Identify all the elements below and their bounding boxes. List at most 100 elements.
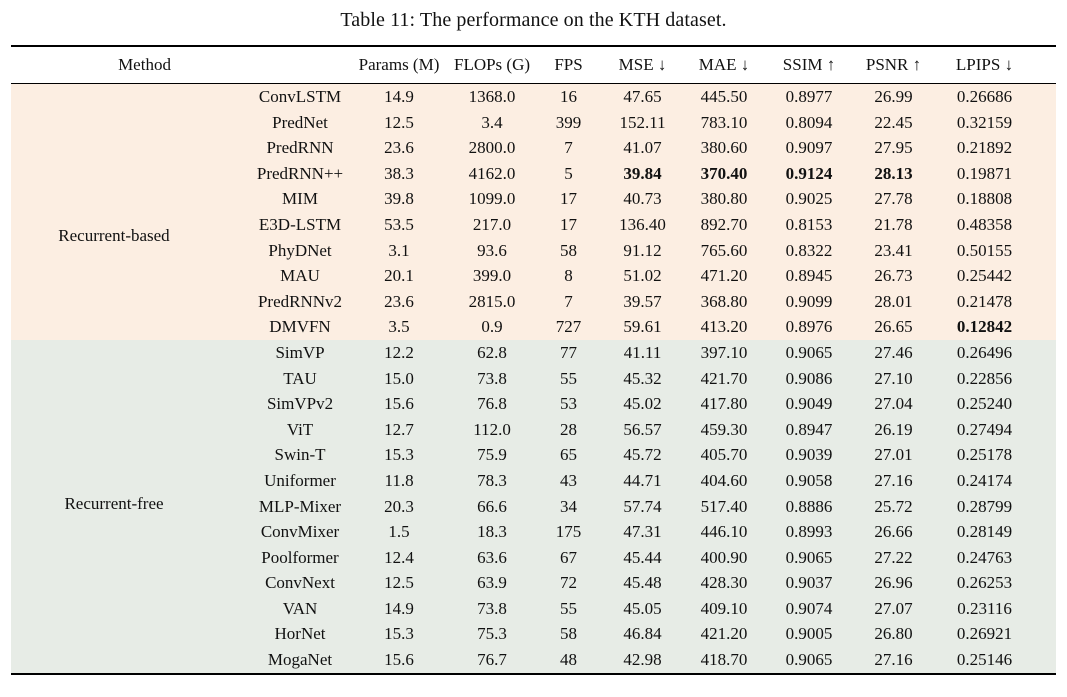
cell-mae: 421.70 xyxy=(700,368,748,388)
table-row: TAU 15.0 73.8 55 45.32 421.70 0.9086 27.10 0.228… xyxy=(11,366,1056,392)
cell-fps: 727 xyxy=(555,317,582,337)
cell-lpips: 0.22856 xyxy=(956,368,1013,388)
cell-mse: 41.07 xyxy=(623,138,662,158)
group-0-body: Recurrent-based ConvLSTM 14.9 1368.0 16 47.65… xyxy=(11,83,1057,340)
cell-flops: 1368.0 xyxy=(468,87,516,106)
cell-lpips: 0.21892 xyxy=(956,138,1013,158)
cell-mse: 46.84 xyxy=(623,624,662,644)
cell-mae: 517.40 xyxy=(700,496,748,516)
cell-flops: 1099.0 xyxy=(468,189,516,209)
cell-fps: 34 xyxy=(560,496,578,516)
table-row: DMVFN 3.5 0.9 727 59.61 413.20 0.8976 26.65 0.12… xyxy=(11,314,1056,340)
cell-psnr: 27.01 xyxy=(874,445,913,465)
method-name: Poolformer xyxy=(261,547,339,567)
cell-params: 11.8 xyxy=(384,470,414,490)
cell-psnr: 26.99 xyxy=(874,87,913,106)
cell-mse: 136.40 xyxy=(619,214,666,234)
cell-params: 38.3 xyxy=(384,163,414,183)
cell-flops: 73.8 xyxy=(477,368,507,388)
cell-fps: 53 xyxy=(560,394,578,414)
group-label-cell: Recurrent-based xyxy=(11,84,252,340)
cell-params: 12.2 xyxy=(384,342,414,362)
cell-psnr: 26.66 xyxy=(874,522,913,542)
cell-lpips: 0.28799 xyxy=(956,496,1013,516)
cell-params: 14.9 xyxy=(384,87,414,106)
cell-lpips: 0.32159 xyxy=(956,112,1013,132)
cell-psnr: 27.78 xyxy=(874,189,913,209)
cell-params: 23.6 xyxy=(384,138,414,158)
cell-mse: 57.74 xyxy=(623,496,662,516)
cell-lpips: 0.26686 xyxy=(956,87,1013,106)
table-row: MogaNet 15.6 76.7 48 42.98 418.70 0.9065 27.16 0… xyxy=(11,647,1056,674)
method-name: PredRNN++ xyxy=(256,163,344,183)
table-row: Recurrent-free SimVP 12.2 62.8 77 41.11 397.10… xyxy=(11,340,1056,513)
cell-mae: 765.60 xyxy=(700,240,748,260)
cell-params: 20.1 xyxy=(384,266,414,286)
table-row: PredNet 12.5 3.4 399 152.11 783.10 0.8094 22.45… xyxy=(11,110,1056,136)
cell-psnr: 22.45 xyxy=(874,112,913,132)
cell-fps: 55 xyxy=(560,368,578,388)
cell-mae: 783.10 xyxy=(700,112,748,132)
cell-mse: 45.02 xyxy=(623,394,662,414)
cell-lpips: 0.50155 xyxy=(956,240,1013,260)
table-row: HorNet 15.3 75.3 58 46.84 421.20 0.9005 26.80 0.… xyxy=(11,621,1056,647)
cell-fps: 55 xyxy=(560,598,578,618)
table-row: Recurrent-based ConvLSTM 14.9 1368.0 16 47.65… xyxy=(11,84,1056,245)
cell-lpips: 0.28149 xyxy=(956,522,1013,542)
method-name: PredRNNv2 xyxy=(257,291,343,311)
cell-flops: 76.8 xyxy=(477,394,507,414)
method-name: TAU xyxy=(283,368,317,388)
cell-flops: 0.9 xyxy=(481,317,503,337)
cell-mae: 418.70 xyxy=(700,650,748,670)
cell-mse: 45.44 xyxy=(623,547,662,567)
method-name: ConvLSTM xyxy=(258,87,342,106)
table-row: MAU 20.1 399.0 8 51.02 471.20 0.8945 26.73 0.254… xyxy=(11,263,1056,289)
column-header-flops: FLOPs (G) xyxy=(450,46,535,84)
cell-psnr: 27.46 xyxy=(874,342,913,362)
cell-lpips: 0.26496 xyxy=(956,342,1013,362)
cell-flops: 2815.0 xyxy=(468,291,516,311)
column-header-psnr: PSNR ↑ xyxy=(852,46,936,84)
cell-psnr: 27.95 xyxy=(874,138,913,158)
cell-psnr: 27.16 xyxy=(874,470,913,490)
method-name: Swin-T xyxy=(274,445,326,465)
cell-psnr: 27.04 xyxy=(874,394,913,414)
cell-params: 15.6 xyxy=(384,650,414,670)
cell-fps: 67 xyxy=(560,547,578,567)
cell-ssim: 0.9037 xyxy=(785,573,833,593)
cell-psnr: 21.78 xyxy=(874,214,913,234)
cell-mse: 45.05 xyxy=(623,598,662,618)
table-caption: Table 11: The performance on the KTH dat… xyxy=(340,9,727,31)
cell-mae: 404.60 xyxy=(700,470,748,490)
cell-ssim: 0.8945 xyxy=(785,266,833,286)
cell-flops: 66.6 xyxy=(477,496,507,516)
cell-fps: 399 xyxy=(555,112,582,132)
cell-fps: 48 xyxy=(560,650,578,670)
cell-ssim: 0.9124 xyxy=(785,163,833,183)
cell-fps: 77 xyxy=(560,342,578,362)
column-header-mse: MSE ↓ xyxy=(603,46,683,84)
cell-mse: 51.02 xyxy=(623,266,662,286)
cell-params: 15.6 xyxy=(384,394,414,414)
method-name: HorNet xyxy=(274,624,326,644)
table-row: PredRNN 23.6 2800.0 7 41.07 380.60 0.9097 27.95… xyxy=(11,135,1056,161)
cell-ssim: 0.8886 xyxy=(785,496,833,516)
paper-page: Table 11: The performance on the KTH dat… xyxy=(11,9,1057,675)
cell-flops: 75.3 xyxy=(477,624,507,644)
cell-flops: 76.7 xyxy=(477,650,507,670)
table-row: ConvMixer 1.5 18.3 175 47.31 446.10 0.8993 26.6… xyxy=(11,519,1056,545)
cell-mae: 445.50 xyxy=(700,87,748,106)
cell-flops: 217.0 xyxy=(472,214,512,234)
cell-params: 53.5 xyxy=(384,214,414,234)
cell-psnr: 26.19 xyxy=(874,419,913,439)
table-row: MIM 39.8 1099.0 17 40.73 380.80 0.9025 27.78 0.1… xyxy=(11,186,1056,212)
cell-ssim: 0.8947 xyxy=(785,419,833,439)
cell-lpips: 0.24174 xyxy=(956,470,1013,490)
method-name: SimVP xyxy=(275,342,325,362)
cell-ssim: 0.9049 xyxy=(785,394,833,414)
group-label: Recurrent-based xyxy=(58,226,170,246)
cell-lpips: 0.25442 xyxy=(956,266,1013,286)
cell-mse: 40.73 xyxy=(623,189,662,209)
cell-ssim: 0.9005 xyxy=(785,624,833,644)
cell-flops: 93.6 xyxy=(477,240,507,260)
